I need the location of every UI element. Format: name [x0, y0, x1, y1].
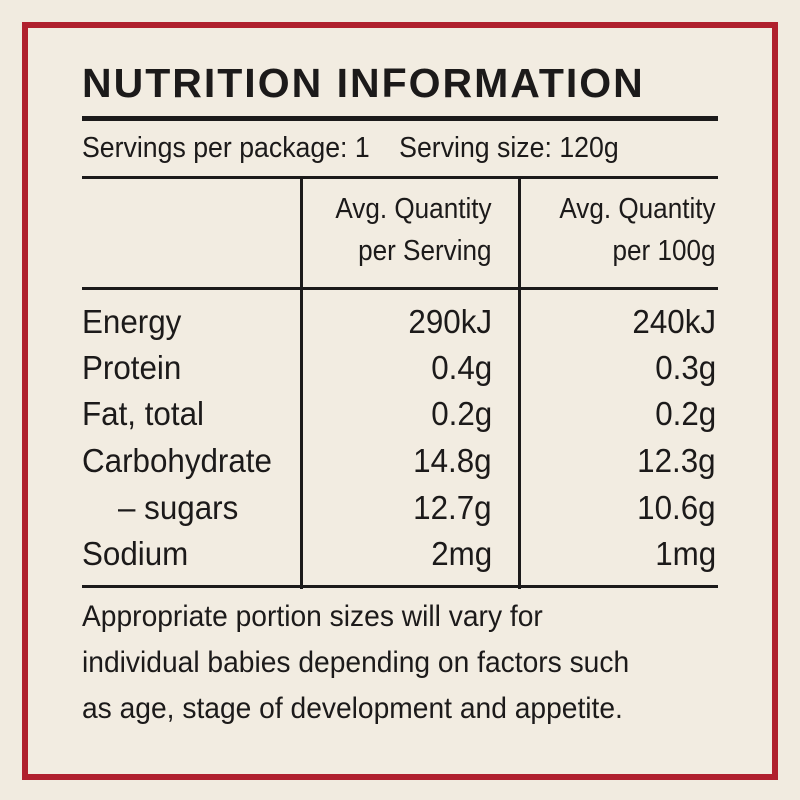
- column-divider-1: [300, 178, 303, 589]
- row-label-fat: Fat, total: [82, 395, 204, 432]
- row-label-carbohydrate: Carbohydrate: [82, 442, 272, 479]
- row-serving-carbohydrate: 14.8g: [413, 442, 492, 479]
- header-per-100g-line2: per 100g: [612, 235, 716, 267]
- serving-size: Serving size: 120g: [399, 132, 619, 164]
- row-serving-energy: 290kJ: [408, 303, 492, 340]
- header-per-serving-line2: per Serving: [358, 235, 492, 267]
- header-per-100g: Avg. Quantity per 100g: [560, 188, 716, 272]
- footnote-line-2: individual babies depending on factors s…: [82, 646, 630, 679]
- column-divider-2: [518, 178, 521, 589]
- footnote-line-1: Appropriate portion sizes will vary for: [82, 600, 543, 633]
- row-per100-protein: 0.3g: [654, 349, 716, 386]
- row-serving-sugars: 12.7g: [413, 489, 492, 526]
- row-label-energy: Energy: [82, 303, 182, 340]
- row-label-sugars: – sugars: [118, 489, 239, 526]
- portion-footnote: Appropriate portion sizes will vary for …: [82, 594, 721, 732]
- header-per-serving-line1: Avg. Quantity: [335, 193, 492, 225]
- header-per-100g-line1: Avg. Quantity: [559, 193, 716, 225]
- row-serving-protein: 0.4g: [430, 349, 492, 386]
- row-serving-sodium: 2mg: [431, 535, 492, 572]
- servings-rule: [82, 176, 718, 179]
- table-bottom-rule: [82, 585, 718, 588]
- row-label-protein: Protein: [82, 349, 182, 386]
- servings-line: Servings per package: 1 Serving size: 120…: [82, 128, 619, 168]
- footnote-line-3: as age, stage of development and appetit…: [82, 692, 623, 725]
- row-per100-energy: 240kJ: [632, 303, 716, 340]
- row-per100-carbohydrate: 12.3g: [637, 442, 716, 479]
- title-rule: [82, 116, 718, 121]
- row-per100-sodium: 1mg: [655, 535, 716, 572]
- header-rule: [82, 287, 718, 290]
- row-label-sodium: Sodium: [82, 535, 189, 572]
- row-per100-fat: 0.2g: [654, 395, 716, 432]
- row-serving-fat: 0.2g: [430, 395, 492, 432]
- label-border: [22, 22, 778, 780]
- header-per-serving: Avg. Quantity per Serving: [336, 188, 492, 272]
- panel-title: NUTRITION INFORMATION: [82, 60, 645, 106]
- row-per100-sugars: 10.6g: [637, 489, 716, 526]
- servings-per-package: Servings per package: 1: [82, 132, 370, 164]
